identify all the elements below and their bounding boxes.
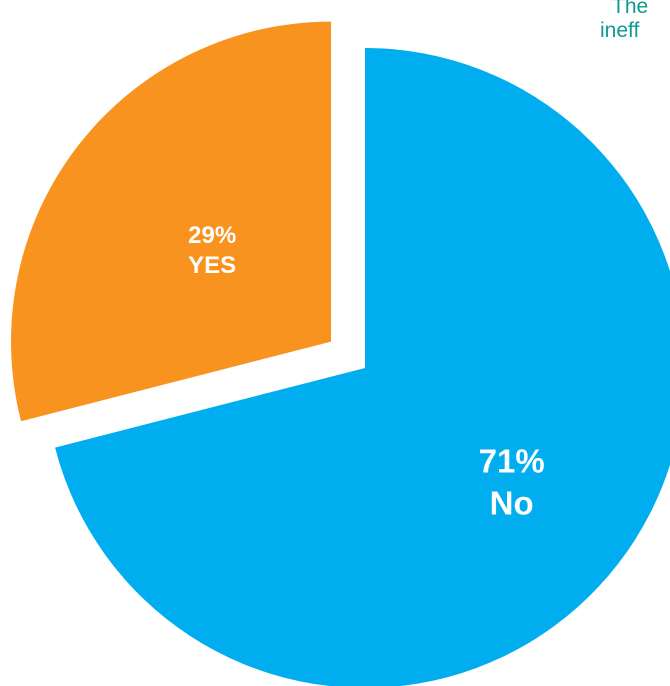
pie-slice-yes <box>11 21 332 422</box>
slice-category-label-yes: YES <box>188 252 236 279</box>
pie-slice-no <box>55 48 670 686</box>
slice-category-label-no: No <box>490 484 534 521</box>
slice-percent-label-no: 71% <box>479 442 545 479</box>
slice-percent-label-yes: 29% <box>188 222 236 249</box>
